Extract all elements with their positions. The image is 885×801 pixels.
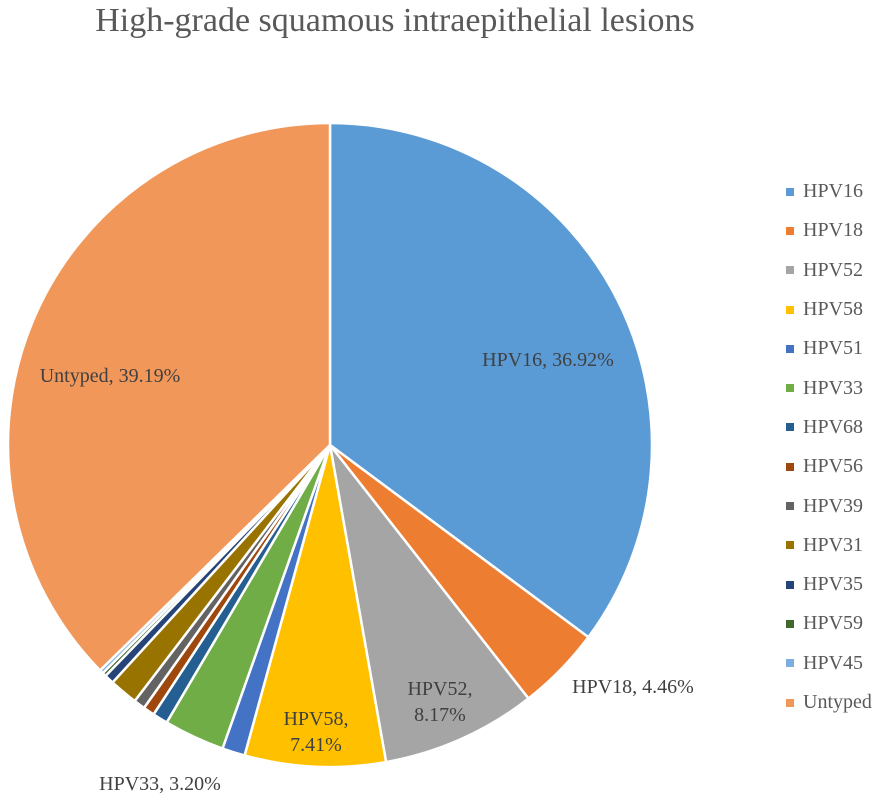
slice-hpv52 (328, 444, 531, 764)
legend-label: HPV51 (803, 337, 864, 360)
legend-item-hpv58: HPV58 (786, 290, 872, 329)
legend-label: HPV68 (803, 415, 864, 438)
legend-label: HPV35 (803, 573, 864, 596)
legend-label: HPV33 (803, 376, 864, 399)
data-label-hpv18: HPV18, 4.46% (572, 676, 694, 698)
legend-item-hpv35: HPV35 (786, 565, 872, 604)
legend-swatch (786, 187, 794, 196)
pie-slices (6, 121, 654, 769)
legend-swatch (786, 580, 794, 589)
slice-hpv58 (243, 444, 388, 769)
legend-swatch (786, 266, 794, 275)
legend-swatch (786, 344, 794, 353)
data-label-hpv33: HPV33, 3.20% (99, 773, 221, 795)
legend-label: HPV59 (803, 612, 864, 635)
legend-item-hpv52: HPV52 (786, 251, 872, 290)
data-label-hpv52: HPV52, 8.17% (407, 678, 472, 726)
legend-label: HPV18 (803, 219, 864, 242)
legend: HPV16 HPV18 HPV52 HPV58 HPV51 HPV33 HPV68 HPV56… (786, 172, 872, 722)
legend-swatch (786, 423, 794, 432)
legend-item-hpv45: HPV45 (786, 644, 872, 683)
legend-item-hpv18: HPV18 (786, 211, 872, 250)
legend-item-hpv39: HPV39 (786, 486, 872, 525)
legend-swatch (786, 659, 794, 668)
legend-item-hpv51: HPV51 (786, 329, 872, 368)
legend-label: HPV56 (803, 455, 864, 478)
slice-hpv16 (328, 121, 654, 639)
data-label-untyped: Untyped, 39.19% (40, 365, 181, 387)
legend-swatch (786, 384, 794, 393)
legend-swatch (786, 226, 794, 235)
legend-label: Untyped (803, 691, 872, 713)
legend-label: HPV52 (803, 258, 864, 281)
legend-label: HPV58 (803, 298, 864, 321)
legend-item-untyped: Untyped (786, 683, 872, 722)
legend-label: HPV39 (803, 494, 864, 517)
legend-item-hpv59: HPV59 (786, 604, 872, 643)
legend-label: HPV16 (803, 180, 864, 203)
legend-swatch (786, 462, 794, 471)
chart-title: High-grade squamous intraepithelial lesi… (95, 2, 695, 39)
legend-item-hpv31: HPV31 (786, 526, 872, 565)
data-labels: HPV16, 36.92% HPV18, 4.46% HPV52, 8.17% HPV5… (40, 349, 694, 795)
slice-untyped (6, 121, 332, 673)
legend-item-hpv33: HPV33 (786, 368, 872, 407)
legend-swatch (786, 619, 794, 628)
legend-label: HPV45 (803, 651, 864, 674)
legend-item-hpv68: HPV68 (786, 408, 872, 447)
legend-swatch (786, 502, 794, 511)
legend-swatch (786, 305, 794, 314)
data-label-hpv16: HPV16, 36.92% (482, 349, 614, 371)
legend-item-hpv56: HPV56 (786, 447, 872, 486)
legend-swatch (786, 698, 794, 707)
legend-swatch (786, 541, 794, 550)
legend-item-hpv16: HPV16 (786, 172, 872, 211)
legend-label: HPV31 (803, 533, 864, 556)
data-label-hpv58: HPV58, 7.41% (283, 708, 348, 756)
